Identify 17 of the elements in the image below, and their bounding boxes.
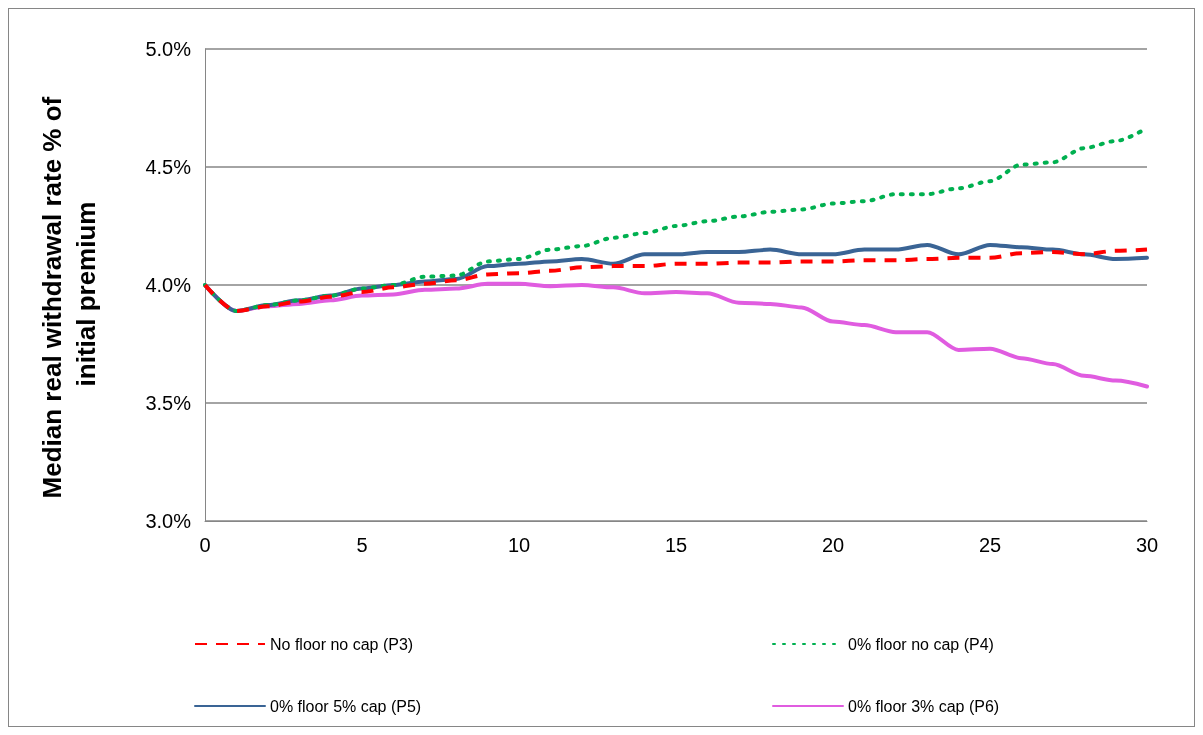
y-tick-label: 4.0%	[145, 274, 192, 296]
x-tick-label: 20	[821, 534, 845, 556]
y-tick-label: 3.5%	[145, 392, 192, 414]
x-tick-label: 5	[356, 534, 368, 556]
y-tick-label: 4.5%	[145, 156, 192, 178]
x-tick-label: 0	[199, 534, 211, 556]
x-tick-label: 25	[978, 534, 1002, 556]
x-tick-label: 10	[507, 534, 531, 556]
y-axis-title: Median real withdrawal rate % of initial premium	[37, 89, 101, 499]
legend-label: 0% floor no cap (P4)	[848, 635, 994, 653]
y-tick-label: 5.0%	[145, 38, 192, 60]
legend-label: 0% floor 3% cap (P6)	[848, 697, 1000, 715]
x-tick-label: 15	[664, 534, 688, 556]
y-tick-label: 3.0%	[145, 510, 192, 532]
legend-label: No floor no cap (P3)	[270, 635, 414, 653]
x-tick-label: 30	[1135, 534, 1159, 556]
legend-label: 0% floor 5% cap (P5)	[270, 697, 422, 715]
